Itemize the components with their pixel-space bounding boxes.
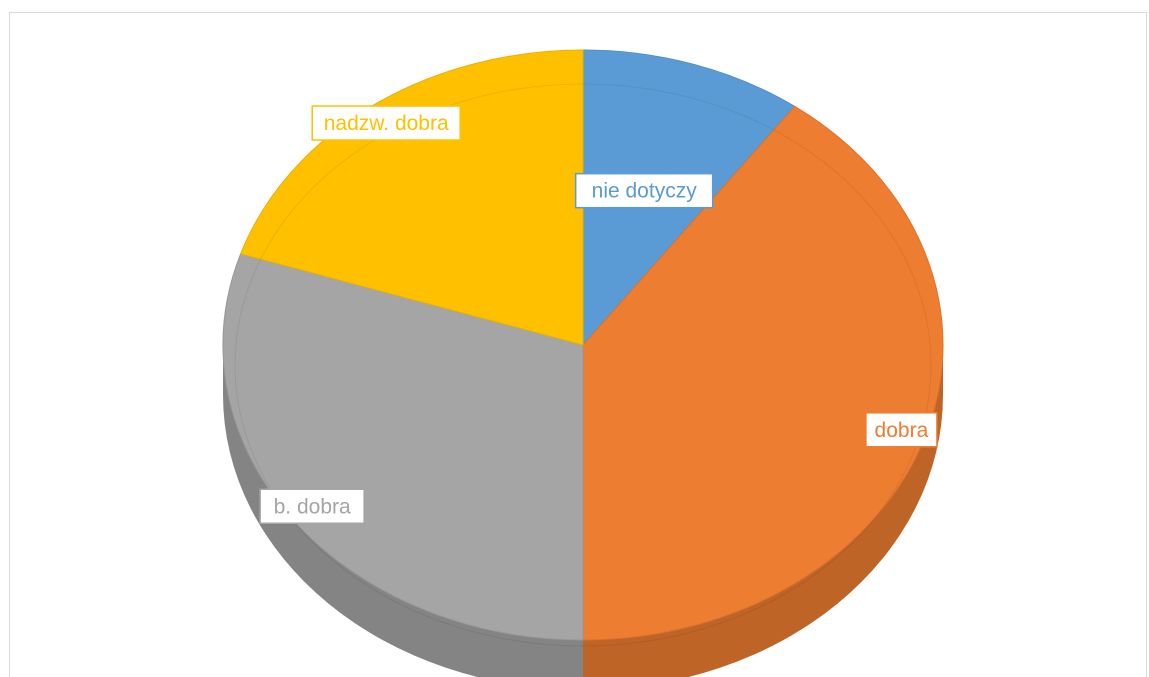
data-label: nie dotyczy: [574, 172, 714, 209]
data-label-text: nie dotyczy: [592, 180, 698, 203]
data-label-text: nadzw. dobra: [324, 112, 449, 135]
data-label: dobra: [865, 412, 938, 448]
data-label: b. dobra: [259, 488, 365, 525]
pie-wall-1: [583, 345, 943, 677]
data-label-text: dobra: [875, 419, 929, 442]
pie-rim: [234, 83, 932, 647]
data-labels: nie dotyczy dobra b. dobra nadzw. dobra: [259, 105, 938, 525]
pie-wall-2: [223, 345, 583, 677]
data-label: nadzw. dobra: [311, 105, 461, 141]
pie-walls: [223, 345, 943, 677]
data-label-text: b. dobra: [274, 495, 351, 518]
